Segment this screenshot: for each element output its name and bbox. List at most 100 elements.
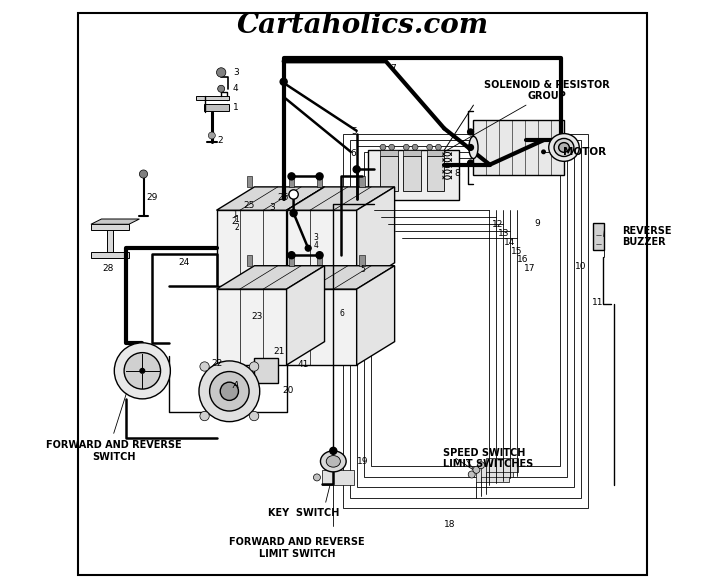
Polygon shape bbox=[107, 230, 113, 252]
Text: KEY  SWITCH: KEY SWITCH bbox=[268, 507, 340, 518]
Polygon shape bbox=[317, 176, 323, 187]
Circle shape bbox=[210, 371, 249, 411]
Circle shape bbox=[305, 245, 311, 251]
Polygon shape bbox=[289, 255, 294, 266]
Circle shape bbox=[412, 144, 418, 150]
Text: 6: 6 bbox=[339, 309, 344, 318]
Text: 29: 29 bbox=[146, 193, 158, 202]
Ellipse shape bbox=[559, 142, 569, 152]
Ellipse shape bbox=[549, 134, 579, 161]
Polygon shape bbox=[91, 252, 129, 258]
Polygon shape bbox=[403, 150, 421, 156]
Ellipse shape bbox=[554, 138, 574, 157]
Circle shape bbox=[280, 78, 287, 85]
Polygon shape bbox=[357, 266, 394, 365]
Circle shape bbox=[200, 362, 210, 371]
Circle shape bbox=[220, 382, 239, 401]
Bar bbox=[343, 134, 588, 508]
Polygon shape bbox=[204, 104, 229, 111]
Text: 10: 10 bbox=[574, 262, 586, 271]
Polygon shape bbox=[254, 358, 278, 383]
Circle shape bbox=[316, 252, 323, 259]
Circle shape bbox=[468, 160, 473, 166]
Text: 5: 5 bbox=[351, 127, 357, 136]
Text: FORWARD AND REVERSE
SWITCH: FORWARD AND REVERSE SWITCH bbox=[46, 440, 181, 461]
Polygon shape bbox=[286, 266, 394, 289]
Polygon shape bbox=[217, 266, 325, 289]
Bar bbox=[364, 152, 568, 477]
Ellipse shape bbox=[473, 466, 480, 473]
Polygon shape bbox=[322, 470, 354, 485]
Polygon shape bbox=[473, 120, 564, 175]
Ellipse shape bbox=[313, 474, 320, 481]
Polygon shape bbox=[217, 289, 286, 365]
Circle shape bbox=[290, 210, 297, 217]
Circle shape bbox=[542, 150, 545, 154]
Text: 28: 28 bbox=[103, 264, 114, 273]
Text: MOTOR: MOTOR bbox=[563, 147, 606, 157]
Text: Cartaholics.com: Cartaholics.com bbox=[236, 12, 489, 39]
Polygon shape bbox=[380, 150, 397, 156]
Text: 20: 20 bbox=[282, 385, 294, 395]
Polygon shape bbox=[286, 289, 357, 365]
Ellipse shape bbox=[469, 137, 478, 159]
Ellipse shape bbox=[320, 451, 346, 472]
Text: 23: 23 bbox=[252, 312, 263, 321]
Text: SOLENOID & RESISTOR
GROUP: SOLENOID & RESISTOR GROUP bbox=[484, 80, 609, 101]
Text: 11: 11 bbox=[592, 298, 603, 307]
Circle shape bbox=[218, 85, 225, 92]
Polygon shape bbox=[289, 176, 294, 187]
Circle shape bbox=[330, 447, 337, 454]
Text: 5: 5 bbox=[360, 265, 365, 274]
Text: 3: 3 bbox=[269, 203, 275, 212]
Polygon shape bbox=[481, 463, 513, 477]
Bar bbox=[357, 146, 574, 487]
Circle shape bbox=[199, 361, 260, 422]
Circle shape bbox=[139, 170, 148, 178]
Polygon shape bbox=[91, 219, 139, 224]
Text: 21: 21 bbox=[274, 347, 285, 356]
Polygon shape bbox=[247, 176, 252, 187]
Text: 8: 8 bbox=[455, 169, 460, 178]
Text: 4: 4 bbox=[313, 241, 318, 251]
Circle shape bbox=[208, 132, 215, 139]
Circle shape bbox=[115, 343, 170, 399]
Text: 19: 19 bbox=[357, 457, 368, 466]
Text: 2: 2 bbox=[235, 223, 239, 232]
Polygon shape bbox=[217, 210, 286, 286]
Text: 18: 18 bbox=[444, 520, 456, 529]
Text: 7: 7 bbox=[391, 64, 397, 73]
Text: 17: 17 bbox=[524, 264, 536, 273]
Text: 41: 41 bbox=[297, 360, 308, 369]
Circle shape bbox=[200, 411, 210, 420]
Text: 25: 25 bbox=[244, 201, 254, 210]
Polygon shape bbox=[476, 467, 508, 482]
Circle shape bbox=[124, 353, 160, 389]
Circle shape bbox=[249, 362, 259, 371]
Polygon shape bbox=[286, 210, 357, 286]
Text: A: A bbox=[233, 381, 239, 390]
Bar bbox=[371, 158, 560, 466]
Circle shape bbox=[291, 193, 297, 199]
Circle shape bbox=[316, 173, 323, 180]
Polygon shape bbox=[427, 156, 444, 191]
Circle shape bbox=[403, 144, 409, 150]
Text: 15: 15 bbox=[511, 246, 522, 256]
Circle shape bbox=[427, 144, 433, 150]
Polygon shape bbox=[486, 458, 518, 472]
Circle shape bbox=[468, 144, 473, 151]
Circle shape bbox=[389, 144, 394, 150]
Polygon shape bbox=[247, 255, 252, 266]
Text: 12: 12 bbox=[492, 220, 504, 230]
Circle shape bbox=[353, 166, 360, 173]
Polygon shape bbox=[380, 156, 397, 191]
Circle shape bbox=[289, 190, 298, 199]
Circle shape bbox=[249, 411, 259, 420]
Polygon shape bbox=[593, 223, 604, 250]
Text: FORWARD AND REVERSE
LIMIT SWITCH: FORWARD AND REVERSE LIMIT SWITCH bbox=[229, 537, 365, 558]
Text: 6: 6 bbox=[351, 149, 357, 158]
Polygon shape bbox=[286, 187, 394, 210]
Polygon shape bbox=[286, 266, 325, 365]
Text: 13: 13 bbox=[498, 229, 510, 238]
Text: 16: 16 bbox=[517, 255, 529, 265]
